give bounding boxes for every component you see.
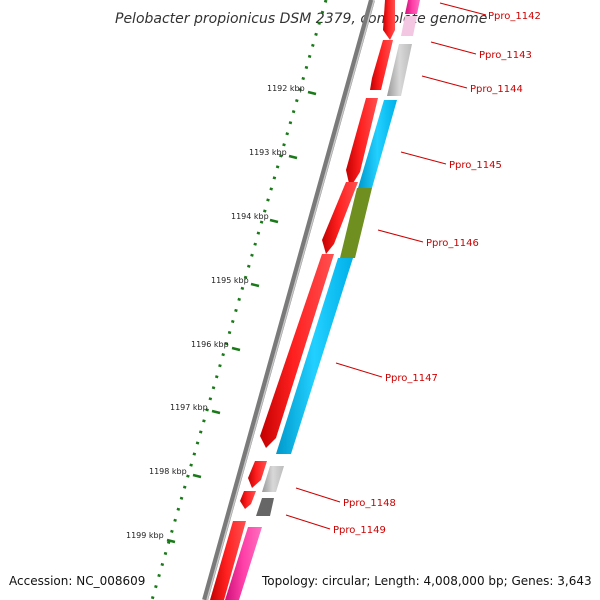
leader-ppro-1143 [430,41,477,55]
gene-feature-ppro-1149-red[interactable] [240,491,256,509]
leader-ppro-1149 [285,514,331,530]
tick-label: 1197 kbp [170,403,208,412]
tick-mark [211,409,221,415]
scale-dotted-ring [150,0,328,600]
gene-feature-ppro-1147-red[interactable] [260,254,334,448]
gene-feature-ppro-1142-pink[interactable] [405,0,420,14]
tick-label: 1196 kbp [191,340,229,349]
tick-mark [166,538,176,544]
gene-label-ppro-1149[interactable]: Ppro_1149 [333,525,386,536]
gene-feature-ppro-1147-blue[interactable] [276,258,353,454]
tick-mark [288,154,298,160]
tick-label: 1192 kbp [267,84,305,93]
tick-label: 1194 kbp [231,212,269,221]
genome-summary-text: Topology: circular; Length: 4,008,000 bp… [262,574,592,588]
tick-mark [231,346,241,352]
gene-feature-ppro-1142-faint[interactable] [401,16,417,36]
gene-feature-ppro-1146-red[interactable] [322,182,358,254]
tick-mark [307,90,317,96]
tick-label: 1199 kbp [126,531,164,540]
leader-ppro-1147 [335,362,383,378]
tick-label: 1198 kbp [149,467,187,476]
tick-mark [192,473,202,479]
gene-feature-ppro-1142-red[interactable] [383,0,395,40]
gene-label-leaders [285,2,487,530]
leader-ppro-1144 [421,75,468,89]
gene-feature-ppro-1145-blue[interactable] [358,100,397,188]
leader-ppro-1148 [295,487,341,503]
gene-feature-ppro-1148-red[interactable] [248,461,267,488]
gene-feature-ppro-1145-red[interactable] [346,98,378,188]
tick-label: 1195 kbp [211,276,249,285]
genome-backbone [202,0,375,600]
leader-ppro-1145 [400,151,447,165]
gene-features [210,0,420,600]
gene-label-ppro-1148[interactable]: Ppro_1148 [343,498,396,509]
gene-feature-ppro-1149-dark[interactable] [256,498,274,516]
gene-label-ppro-1143[interactable]: Ppro_1143 [479,50,532,61]
genome-title: Pelobacter propionicus DSM 2379, complet… [115,11,487,27]
gene-label-ppro-1145[interactable]: Ppro_1145 [449,160,502,171]
genome-backbone-highlight [206,0,375,600]
gene-labels: Ppro_1142 Ppro_1143 Ppro_1144 Ppro_1145 … [333,11,541,536]
gene-label-ppro-1142[interactable]: Ppro_1142 [488,11,541,22]
tick-mark [250,282,260,288]
gene-feature-bottom-red[interactable] [210,521,246,600]
accession-text: Accession: NC_008609 [9,574,146,588]
gene-feature-ppro-1143-red[interactable] [370,40,393,90]
gene-label-ppro-1146[interactable]: Ppro_1146 [426,238,479,249]
gene-feature-bottom-pink[interactable] [225,527,262,600]
tick-mark [269,218,279,224]
gene-feature-ppro-1146-olive[interactable] [340,188,372,258]
leader-ppro-1142 [439,2,487,16]
tick-labels: 1192 kbp 1193 kbp 1194 kbp 1195 kbp 1196… [126,84,305,540]
gene-feature-ppro-1148-grey[interactable] [262,466,284,492]
tick-label: 1193 kbp [249,148,287,157]
gene-feature-ppro-1144-grey[interactable] [387,44,412,96]
gene-label-ppro-1144[interactable]: Ppro_1144 [470,84,523,95]
gene-label-ppro-1147[interactable]: Ppro_1147 [385,373,438,384]
leader-ppro-1146 [377,229,424,243]
tick-marks [166,90,317,544]
